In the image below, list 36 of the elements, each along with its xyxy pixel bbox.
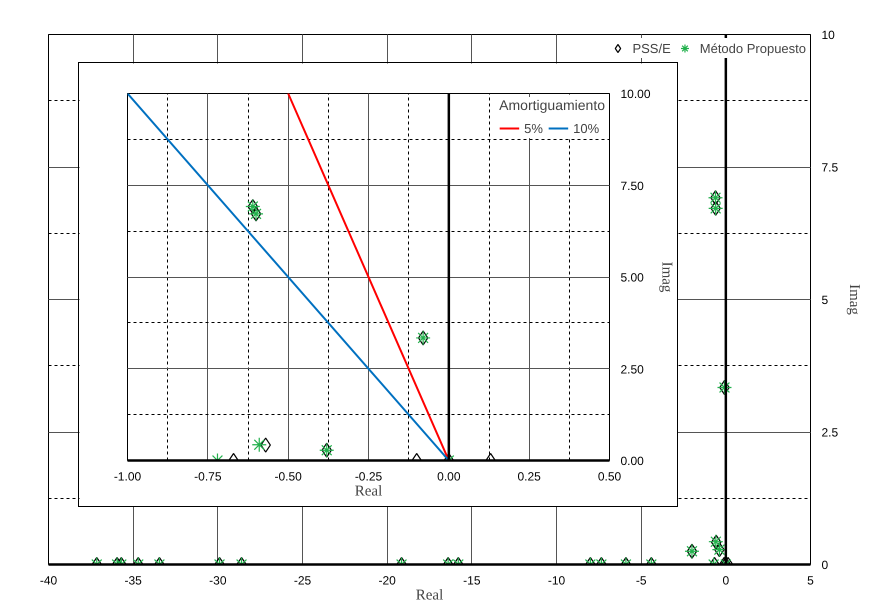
legend-title: Amortiguamiento (499, 97, 605, 113)
x-tick-label: 0.50 (598, 470, 622, 484)
x-tick-label: -25 (294, 574, 312, 588)
x-tick-label: -20 (378, 574, 396, 588)
y-tick-label: 5 (822, 293, 828, 307)
x-axis-title: Real (416, 588, 444, 604)
y-tick-label: 7.50 (620, 178, 644, 193)
x-tick-label: 0 (722, 574, 730, 588)
y-tick-label: 0.00 (620, 454, 644, 468)
x-tick-label: -5 (636, 574, 647, 588)
y-tick-label: 10 (822, 28, 836, 42)
y-tick-label: 0 (822, 558, 828, 572)
x-tick-label: -0.25 (354, 470, 382, 484)
x-tick-label: -0.50 (274, 470, 302, 484)
legend-label: 10% (573, 120, 600, 136)
y-tick-label: 5.00 (620, 270, 644, 284)
x-tick-label: -15 (463, 574, 481, 588)
y-axis-title: Imag (846, 284, 862, 316)
x-tick-label: 0.25 (517, 470, 542, 484)
x-tick-label: -35 (124, 574, 142, 588)
x-tick-label: -40 (40, 574, 58, 588)
x-tick-label: 5 (807, 574, 814, 588)
y-tick-label: 2.50 (620, 362, 644, 376)
x-tick-label: -0.75 (194, 470, 222, 484)
legend-label: Método Propuesto (700, 40, 806, 56)
x-tick-label: -1.00 (114, 470, 142, 484)
x-tick-label: -30 (209, 574, 227, 588)
y-tick-label: 7.5 (822, 160, 839, 174)
y-tick-label: 10.00 (620, 87, 651, 101)
x-axis-title: Real (354, 484, 382, 500)
y-tick-label: 2.5 (822, 426, 839, 440)
y-axis-title: Imag (658, 262, 675, 293)
x-tick-label: 0.00 (437, 470, 461, 484)
legend-label: 5% (524, 120, 544, 136)
x-tick-label: -10 (548, 574, 566, 588)
legend-label: PSS/E (632, 40, 671, 56)
